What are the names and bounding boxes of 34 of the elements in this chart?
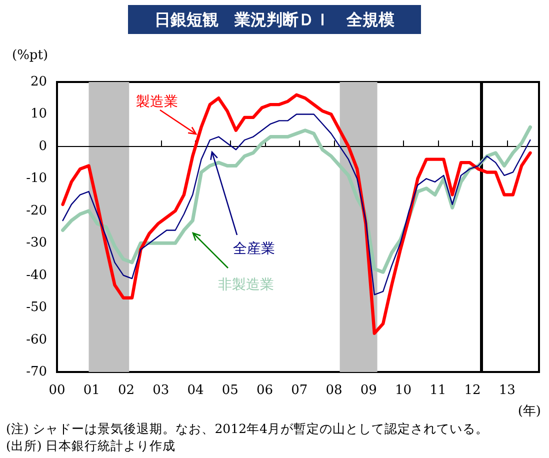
y-axis-title: (%pt) [12, 48, 48, 63]
x-tick-label: 04 [187, 383, 204, 398]
y-tick-label: 20 [30, 74, 47, 90]
x-tick-label: 02 [118, 383, 135, 398]
y-tick-label: -70 [26, 364, 47, 380]
x-tick-label: 10 [394, 383, 412, 398]
y-tick-label: -10 [26, 171, 47, 186]
x-tick-label: 00 [48, 383, 66, 398]
x-tick-label: 05 [222, 383, 238, 398]
x-tick-label: 11 [430, 383, 446, 398]
text: (注) シャドーは景気後退期。なお、2012年4月が暫定の山として認定されている。 [6, 420, 488, 437]
x-tick-label: 06 [256, 383, 274, 398]
text: 全産業 [233, 240, 275, 258]
line-series [61, 93, 532, 335]
text: 非製造業 [218, 276, 274, 294]
y-tick-label: -50 [26, 300, 47, 316]
x-tick-label: 08 [326, 383, 342, 398]
chart-title: 日銀短観 業況判断ＤＩ 全規模 [128, 5, 421, 34]
x-tick-label: 13 [498, 383, 516, 398]
x-tick-label: 07 [291, 383, 308, 398]
text: (出所) 日本銀行統計より作成 [6, 437, 177, 454]
series-label: 製造業 [136, 93, 178, 111]
x-tick-label: 01 [83, 383, 100, 398]
x-tick-label: 09 [360, 383, 377, 398]
y-tick-label: -30 [26, 236, 47, 251]
y-tick-label: 0 [38, 138, 47, 154]
x-tick-label: 03 [152, 383, 170, 398]
x-tick-label: 12 [464, 383, 481, 398]
y-tick-label: -60 [26, 332, 47, 348]
y-tick-label: 10 [30, 106, 47, 122]
x-axis-title: (年) [518, 403, 541, 420]
y-tick-label: -40 [26, 268, 47, 283]
line-series [62, 114, 531, 296]
y-tick-label: -20 [26, 203, 47, 218]
